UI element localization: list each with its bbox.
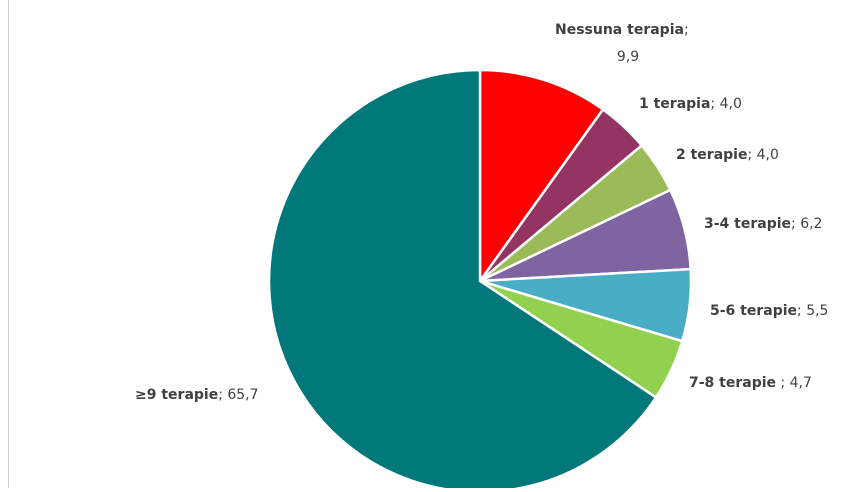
data-label-ge9-terapie: ≥9 terapie; 65,7 bbox=[135, 387, 259, 403]
data-label-5-6-terapie: 5-6 terapie; 5,5 bbox=[710, 303, 828, 319]
slices-layer bbox=[267, 68, 693, 492]
chart-border bbox=[8, 0, 9, 488]
pie-slice-ge9-terapie bbox=[267, 68, 658, 492]
data-label-3-4-terapie: 3-4 terapie; 6,2 bbox=[704, 216, 822, 232]
data-label-nessuna-terapia: Nessuna terapia; 9,9 bbox=[555, 22, 689, 65]
data-label-1-terapia: 1 terapia; 4,0 bbox=[639, 96, 742, 112]
labels-layer: Nessuna terapia; 9,9 1 terapia; 4,0 2 terap… bbox=[135, 22, 828, 403]
pie-slice-nessuna-terapia bbox=[478, 68, 605, 283]
data-label-2-terapie: 2 terapie; 4,0 bbox=[676, 147, 779, 163]
data-label-7-8-terapie: 7-8 terapie ; 4,7 bbox=[689, 375, 812, 391]
